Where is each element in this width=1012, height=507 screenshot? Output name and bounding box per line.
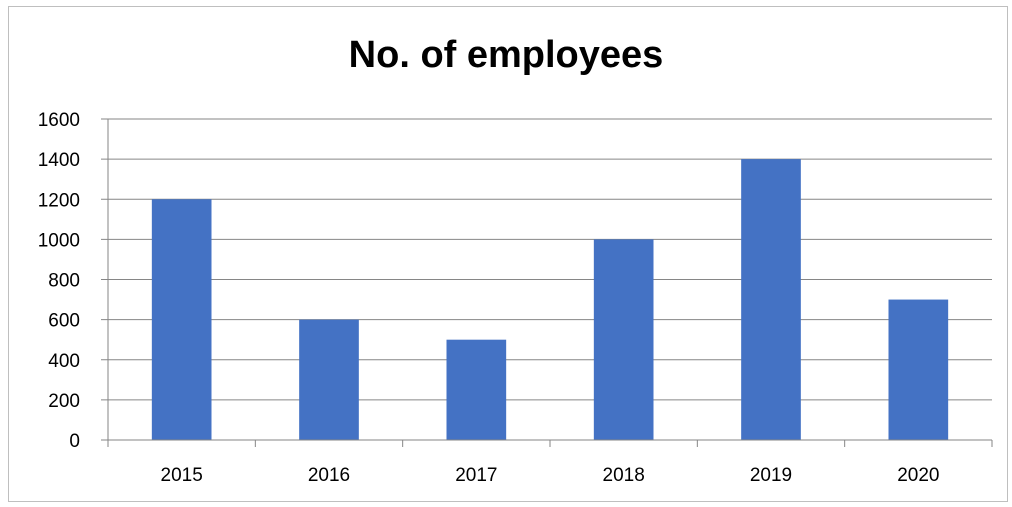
x-tick-label: 2017: [455, 465, 497, 486]
y-tick-label: 1600: [38, 110, 80, 131]
chart-title: No. of employees: [348, 34, 664, 76]
y-tick-label: 1400: [38, 150, 80, 171]
x-tick-label: 2020: [897, 465, 939, 486]
bar-2018: [593, 239, 654, 440]
bar-2020: [888, 299, 949, 440]
x-tick-label: 2018: [603, 465, 645, 486]
x-tick-label: 2016: [308, 465, 350, 486]
y-tick-label: 800: [48, 271, 80, 292]
y-tick-label: 400: [48, 351, 80, 372]
y-tick-label: 0: [69, 431, 80, 452]
bar-2019: [741, 159, 801, 440]
x-tick-label: 2015: [161, 465, 203, 486]
bar-2015: [151, 199, 212, 440]
y-tick-label: 600: [48, 311, 80, 332]
x-tick-label: 2019: [750, 465, 792, 486]
y-tick-label: 200: [48, 391, 80, 412]
bar-2016: [299, 319, 359, 440]
y-tick-label: 1200: [38, 190, 80, 211]
bar-2017: [446, 339, 507, 440]
y-tick-label: 1000: [38, 230, 80, 251]
